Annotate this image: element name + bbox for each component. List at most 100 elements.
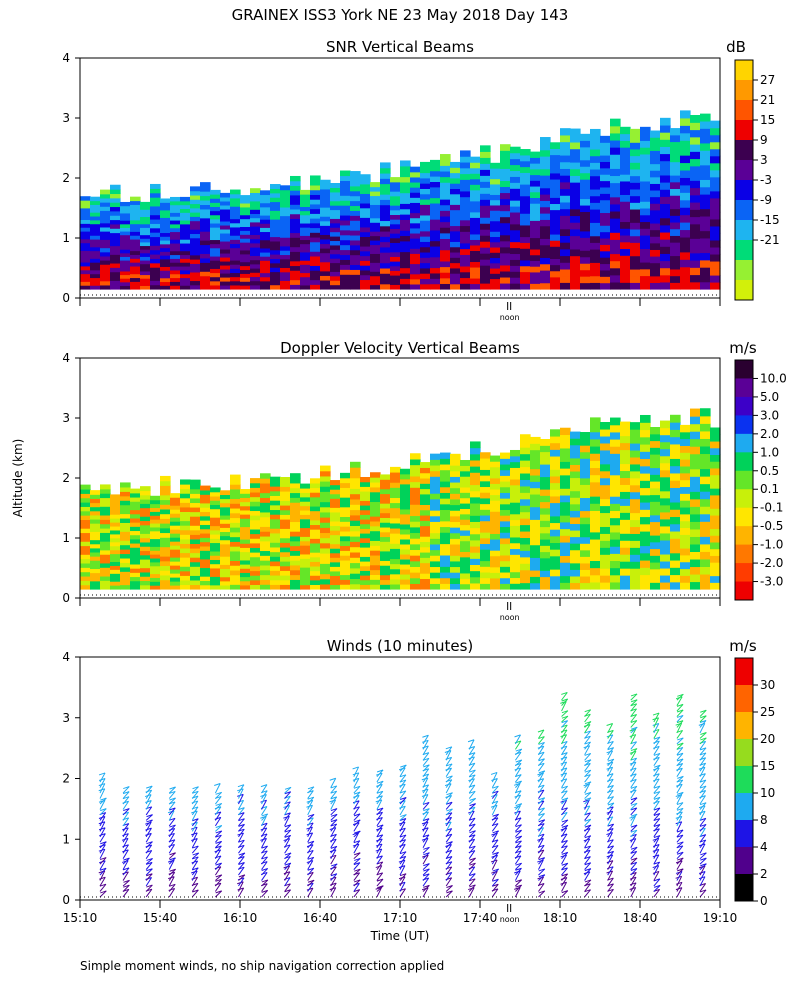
field-cell [220,228,231,234]
field-cell [260,214,271,220]
field-cell [120,245,131,250]
field-cell [100,523,111,529]
field-cell [680,281,691,290]
wind-barb-feather [445,816,452,820]
wind-barb-feather [538,741,545,745]
wind-profile [121,786,130,898]
field-cell [460,242,471,250]
wind-barb-feather [676,703,684,707]
field-cell [340,214,351,221]
colorbar-label: -0.5 [760,519,783,533]
field-cell [530,266,541,273]
field-cell [230,255,241,261]
field-cell [360,269,371,276]
field-cell [310,199,321,205]
field-cell [310,478,321,484]
wind-barb-feather [307,796,314,800]
field-cell [530,174,541,181]
field-cell [80,541,91,547]
field-cell [480,503,491,510]
wind-barb [538,838,544,848]
field-cell [220,276,231,282]
field-cell [540,187,551,195]
wind-barb-feather [677,693,684,697]
field-cell [610,417,621,426]
field-cell [230,189,241,195]
field-cell [490,572,501,579]
field-cell [650,494,661,502]
field-cell [320,491,331,498]
wind-barb [122,860,129,870]
field-cell [130,208,141,213]
wind-barb [145,868,153,876]
wind-barb [191,867,199,876]
field-cell [490,241,501,248]
field-cell [280,546,291,553]
field-cell [300,553,311,559]
field-cell [710,541,721,550]
field-cell [400,176,411,183]
y-tick-label: 0 [62,893,70,907]
field-cell [200,275,211,281]
wind-barb [307,882,314,892]
field-cell [180,212,191,217]
field-cell [210,542,221,548]
wind-barb [168,807,176,816]
field-cell [290,550,301,556]
field-cell [180,543,191,549]
field-cell [500,192,511,200]
field-cell [230,569,241,576]
field-cell [620,268,631,277]
wind-barb-feather [168,832,175,836]
field-cell [420,573,431,580]
wind-barb [215,878,222,887]
field-cell [510,513,521,521]
field-cell [170,239,181,244]
field-cell [80,562,91,568]
field-cell [440,187,451,195]
field-cell [300,514,311,520]
field-cell [150,245,161,251]
field-cell [640,552,651,561]
field-cell [660,281,671,290]
field-cell [670,215,681,223]
wind-barb-feather [538,770,546,774]
wind-barb [261,799,267,810]
wind-barb-feather [214,783,221,786]
field-cell [610,232,621,240]
field-cell [290,482,301,489]
field-cell [270,537,281,543]
field-cell [650,528,661,536]
field-cell [230,579,241,585]
field-cell [530,283,541,290]
field-cell [710,474,721,482]
field-cell [300,492,311,498]
field-cell [160,281,171,286]
wind-profile [698,709,707,898]
field-cell [340,195,351,201]
field-cell [230,507,241,514]
field-cell [580,166,591,174]
field-cell [250,510,261,516]
wind-barb [584,845,591,854]
field-cell [580,133,591,141]
field-cell [520,166,531,173]
field-cell [130,212,141,217]
field-cell [120,553,131,559]
field-cell [370,486,381,493]
field-cell [80,265,91,271]
field-cell [90,208,101,213]
field-cell [520,254,531,261]
field-cell [390,200,401,206]
field-cell [690,144,701,152]
wind-barb [584,868,592,876]
field-cell [470,184,481,191]
field-cell [190,570,201,576]
field-cell [510,507,521,515]
field-cell [290,560,301,566]
wind-barb [630,824,638,832]
field-cell [400,165,411,172]
field-cell [400,224,411,231]
field-cell [640,501,651,510]
